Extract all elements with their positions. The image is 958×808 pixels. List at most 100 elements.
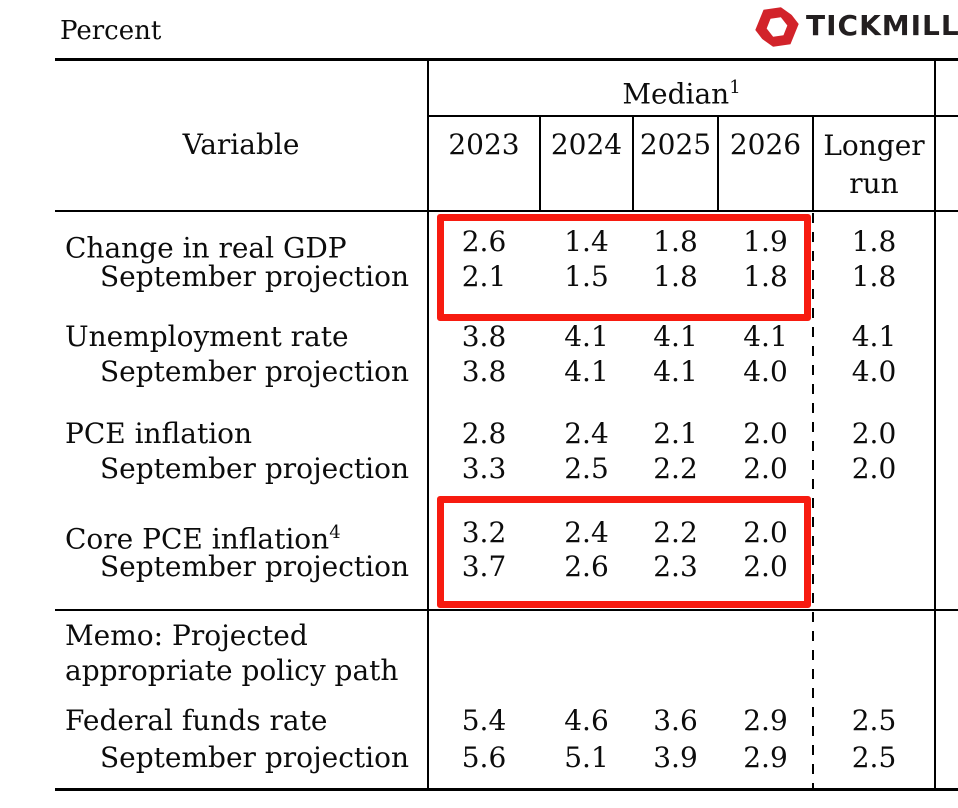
highlight-box-core-pce bbox=[437, 496, 811, 608]
row-change-in-real-gdp: Change in real GDP 2.6 1.4 1.8 1.9 1.8 bbox=[0, 224, 958, 264]
cell-longer-run: 2.0 bbox=[851, 452, 897, 485]
group-header-median: Median1 bbox=[428, 70, 935, 110]
cell-2026: 2.0 bbox=[743, 550, 788, 583]
cell-longer-run: 4.1 bbox=[851, 320, 897, 353]
cell-2023: 5.4 bbox=[461, 704, 507, 737]
highlight-box-gdp bbox=[437, 214, 811, 321]
row-label: September projection bbox=[100, 550, 410, 583]
row-memo-line2: appropriate policy path bbox=[0, 653, 958, 689]
cell-2023: 5.6 bbox=[461, 741, 507, 774]
column-header-2026: 2026 bbox=[729, 128, 802, 161]
cell-2023: 3.7 bbox=[461, 550, 507, 583]
median-label: Median bbox=[622, 77, 730, 111]
rule-top bbox=[55, 58, 958, 61]
row-unemployment-rate: Unemployment rate 3.8 4.1 4.1 4.1 4.1 bbox=[0, 319, 958, 355]
vrule-2024-2025 bbox=[632, 115, 634, 212]
cell-2025: 1.8 bbox=[653, 225, 698, 258]
row-pce-september-projection: September projection 3.3 2.5 2.2 2.0 2.0 bbox=[0, 451, 958, 487]
cell-2026: 1.8 bbox=[743, 260, 788, 293]
column-header-2024: 2024 bbox=[550, 128, 623, 161]
longer-run-line2: run bbox=[849, 167, 899, 200]
cell-2026: 1.9 bbox=[743, 225, 788, 258]
cell-2024: 2.4 bbox=[564, 417, 609, 450]
row-ffr-september-projection: September projection 5.6 5.1 3.9 2.9 2.5 bbox=[0, 740, 958, 776]
cell-2026: 2.0 bbox=[743, 417, 788, 450]
cell-longer-run: 2.5 bbox=[851, 741, 897, 774]
row-gdp-september-projection: September projection 2.1 1.5 1.8 1.8 1.8 bbox=[0, 259, 958, 295]
row-pce-inflation: PCE inflation 2.8 2.4 2.1 2.0 2.0 bbox=[0, 416, 958, 452]
cell-2023: 3.3 bbox=[461, 452, 507, 485]
row-core-pce-inflation: Core PCE inflation4 3.2 2.4 2.2 2.0 bbox=[0, 515, 958, 555]
cell-2026: 2.9 bbox=[743, 704, 788, 737]
row-federal-funds-rate: Federal funds rate 5.4 4.6 3.6 2.9 2.5 bbox=[0, 703, 958, 739]
row-unemployment-september-projection: September projection 3.8 4.1 4.1 4.0 4.0 bbox=[0, 354, 958, 390]
cell-longer-run: 2.0 bbox=[851, 417, 897, 450]
cell-2026: 2.0 bbox=[743, 516, 788, 549]
cell-2024: 1.5 bbox=[564, 260, 609, 293]
vrule-2025-2026 bbox=[717, 115, 719, 212]
row-label: PCE inflation bbox=[65, 417, 253, 450]
row-label: September projection bbox=[100, 355, 410, 388]
rule-bottom bbox=[55, 788, 958, 791]
brand-wordmark: TICKMILL bbox=[806, 9, 958, 42]
row-label: Memo: Projected bbox=[65, 619, 308, 652]
row-core-pce-september-projection: September projection 3.7 2.6 2.3 2.0 bbox=[0, 549, 958, 585]
cell-2024: 4.1 bbox=[564, 355, 609, 388]
rule-memo-top bbox=[55, 609, 958, 611]
median-superscript: 1 bbox=[729, 77, 741, 98]
column-header-2023: 2023 bbox=[448, 128, 520, 161]
tickmill-hex-icon bbox=[753, 3, 801, 51]
cell-2025: 3.6 bbox=[653, 704, 698, 737]
cell-2024: 5.1 bbox=[564, 741, 609, 774]
row-label: appropriate policy path bbox=[65, 654, 399, 687]
cell-2025: 1.8 bbox=[653, 260, 698, 293]
column-header-2025: 2025 bbox=[639, 128, 712, 161]
row-label: September projection bbox=[100, 452, 410, 485]
core-pce-superscript: 4 bbox=[329, 522, 341, 543]
cell-2023: 3.8 bbox=[461, 320, 507, 353]
cell-2025: 2.2 bbox=[653, 452, 698, 485]
cell-2023: 3.2 bbox=[461, 516, 507, 549]
vrule-2023-2024 bbox=[539, 115, 541, 212]
cell-2024: 4.6 bbox=[564, 704, 609, 737]
vrule-variable-separator bbox=[427, 58, 429, 791]
cell-2025: 2.3 bbox=[653, 550, 698, 583]
cell-2023: 2.6 bbox=[461, 225, 507, 258]
cell-2026: 4.0 bbox=[743, 355, 788, 388]
cell-2024: 4.1 bbox=[564, 320, 609, 353]
cell-2025: 2.1 bbox=[653, 417, 698, 450]
row-label: Change in real GDP bbox=[65, 231, 347, 265]
rule-header-bottom bbox=[55, 210, 958, 212]
rule-under-median bbox=[428, 115, 958, 117]
unit-label: Percent bbox=[60, 16, 162, 46]
row-label: Federal funds rate bbox=[65, 704, 328, 737]
column-header-variable: Variable bbox=[182, 128, 300, 161]
cell-longer-run: 4.0 bbox=[851, 355, 897, 388]
cell-2026: 4.1 bbox=[743, 320, 788, 353]
cell-2024: 2.6 bbox=[564, 550, 609, 583]
cell-2024: 1.4 bbox=[564, 225, 609, 258]
cell-longer-run: 1.8 bbox=[851, 225, 897, 258]
row-label: Unemployment rate bbox=[65, 320, 349, 353]
cell-2025: 3.9 bbox=[653, 741, 698, 774]
row-memo-line1: Memo: Projected bbox=[0, 618, 958, 654]
row-label: September projection bbox=[100, 741, 410, 774]
cell-2024: 2.5 bbox=[564, 452, 609, 485]
vrule-right-edge bbox=[934, 58, 936, 791]
cell-2026: 2.9 bbox=[743, 741, 788, 774]
longer-run-line1: Longer bbox=[823, 129, 925, 162]
cell-2023: 2.1 bbox=[461, 260, 507, 293]
vrule-dashed-longer-run bbox=[812, 213, 814, 788]
cell-2026: 2.0 bbox=[743, 452, 788, 485]
vrule-2026-longerrun-header bbox=[812, 115, 814, 212]
cell-2023: 3.8 bbox=[461, 355, 507, 388]
cell-2023: 2.8 bbox=[461, 417, 507, 450]
cell-longer-run: 1.8 bbox=[851, 260, 897, 293]
cell-2024: 2.4 bbox=[564, 516, 609, 549]
row-label: Core PCE inflation4 bbox=[65, 522, 341, 556]
cell-2025: 2.2 bbox=[653, 516, 698, 549]
row-label: September projection bbox=[100, 260, 410, 293]
cell-2025: 4.1 bbox=[653, 355, 698, 388]
cell-longer-run: 2.5 bbox=[851, 704, 897, 737]
